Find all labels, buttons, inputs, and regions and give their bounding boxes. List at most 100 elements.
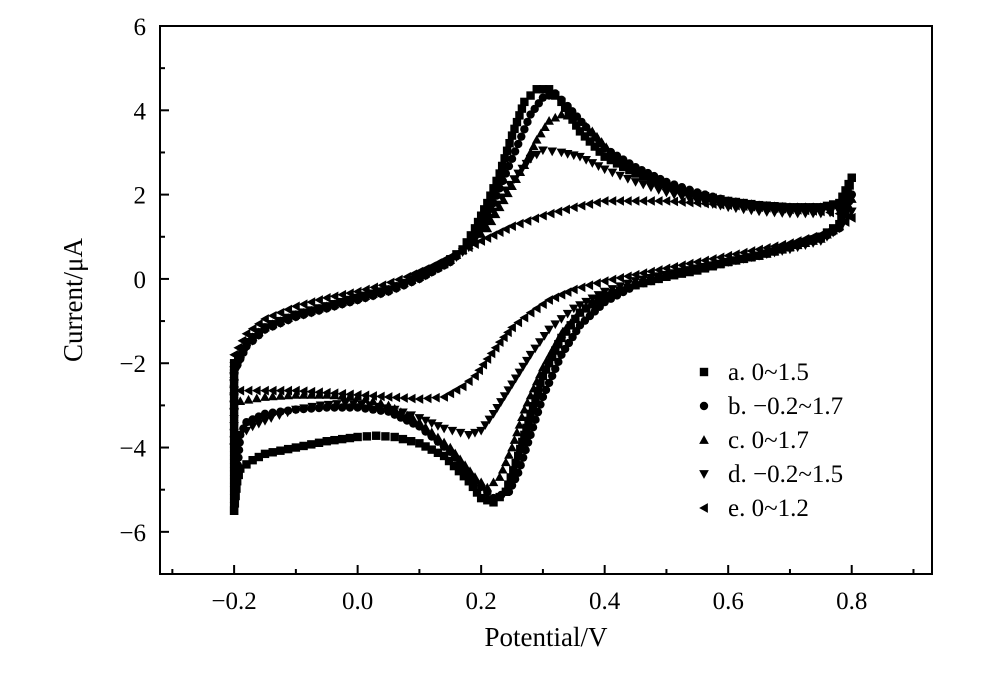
data-point: [345, 433, 355, 443]
data-point: [526, 91, 535, 100]
data-point: [511, 458, 520, 468]
data-point: [517, 132, 526, 141]
data-point: [607, 274, 617, 285]
data-point: [731, 256, 741, 266]
plot-marks: [229, 85, 857, 515]
data-point: [420, 422, 431, 432]
data-point: [677, 197, 686, 207]
data-point: [489, 493, 498, 503]
data-point: [490, 209, 501, 219]
data-point: [352, 286, 362, 297]
data-point: [510, 474, 520, 484]
data-point: [738, 255, 749, 264]
data-point: [669, 181, 679, 191]
data-point: [531, 394, 540, 403]
data-point: [470, 224, 480, 233]
data-point: [630, 178, 641, 187]
data-point: [593, 162, 604, 171]
data-point: [568, 284, 578, 295]
data-point: [630, 269, 640, 280]
data-point: [268, 448, 277, 457]
data-point: [568, 202, 578, 213]
data-point: [315, 401, 326, 411]
data-point: [291, 312, 301, 322]
data-point: [528, 423, 538, 432]
data-point: [503, 386, 514, 396]
data-point: [482, 223, 493, 233]
data-point: [340, 399, 351, 409]
data-point: [643, 170, 653, 180]
data-point: [291, 385, 300, 396]
data-point: [480, 205, 489, 214]
data-point: [822, 227, 831, 237]
data-point: [584, 280, 594, 291]
data-point: [426, 419, 437, 429]
data-point: [283, 316, 293, 325]
data-point: [450, 448, 461, 458]
data-point: [241, 328, 251, 339]
data-point: [283, 390, 293, 400]
legend-marker: [699, 435, 709, 444]
data-point: [544, 325, 554, 335]
data-point: [669, 261, 679, 272]
data-point: [669, 196, 679, 207]
data-point: [596, 137, 607, 146]
data-point: [260, 416, 270, 426]
data-point: [669, 269, 679, 278]
data-point: [561, 204, 570, 215]
data-point: [754, 244, 763, 255]
data-point: [531, 303, 541, 314]
data-point: [522, 423, 531, 433]
data-point: [525, 390, 536, 400]
data-point: [337, 434, 347, 444]
data-point: [291, 301, 300, 312]
data-point: [549, 342, 559, 352]
data-point: [692, 198, 702, 208]
data-point: [266, 414, 276, 423]
data-point: [530, 344, 541, 354]
data-point: [541, 355, 552, 365]
data-point: [655, 176, 666, 185]
data-point: [229, 490, 239, 499]
data-point: [229, 458, 239, 468]
data-point: [470, 472, 480, 481]
data-point: [283, 385, 293, 396]
legend: a. 0~1.5 b. −0.2~1.7 c. 0~1.7 d. −0.2~1.5 e.…: [699, 359, 843, 522]
data-point: [534, 369, 545, 379]
data-point: [381, 404, 392, 414]
data-point: [241, 342, 252, 352]
data-point: [276, 446, 285, 455]
data-point: [523, 117, 532, 127]
data-point: [840, 210, 850, 221]
data-point: [490, 342, 500, 353]
data-point: [846, 194, 857, 203]
data-point: [746, 201, 756, 212]
data-point: [539, 331, 550, 341]
data-point: [575, 127, 585, 136]
data-point: [337, 289, 347, 300]
data-point: [761, 250, 772, 259]
data-point: [360, 390, 370, 401]
data-point: [828, 224, 838, 234]
y-tick-label: 4: [134, 98, 147, 125]
data-point: [530, 213, 540, 224]
data-point: [243, 394, 254, 404]
data-point: [486, 191, 495, 200]
data-point: [846, 207, 857, 217]
data-point: [476, 426, 486, 436]
data-point: [544, 116, 554, 125]
data-point: [557, 333, 566, 343]
data-point: [684, 258, 694, 269]
x-axis-ticks: −0.2 0.0 0.2 0.4 0.6 0.8: [171, 565, 915, 615]
data-point: [653, 265, 663, 275]
data-point: [260, 385, 269, 396]
data-point: [581, 121, 591, 131]
data-point: [484, 415, 495, 425]
data-point: [229, 372, 238, 383]
data-point: [556, 315, 567, 324]
data-point: [525, 307, 535, 318]
x-tick-label: 0.6: [713, 588, 744, 615]
data-point: [465, 466, 475, 476]
data-point: [488, 409, 499, 419]
data-point: [501, 186, 511, 196]
